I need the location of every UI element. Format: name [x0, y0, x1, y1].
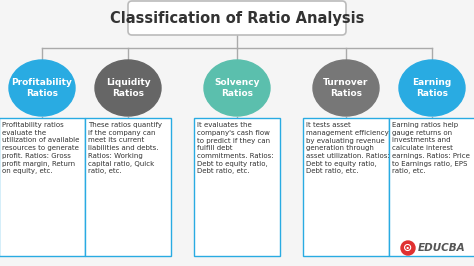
Ellipse shape: [399, 60, 465, 116]
Ellipse shape: [313, 60, 379, 116]
Text: Profitability
Ratios: Profitability Ratios: [11, 78, 73, 98]
FancyBboxPatch shape: [303, 118, 389, 256]
Text: Turnover
Ratios: Turnover Ratios: [323, 78, 369, 98]
Text: Earning
Ratios: Earning Ratios: [412, 78, 452, 98]
FancyBboxPatch shape: [0, 118, 85, 256]
FancyBboxPatch shape: [194, 118, 280, 256]
Text: These ratios quantify
if the company can
meet its current
liabilities and debts.: These ratios quantify if the company can…: [88, 122, 162, 174]
Text: ⊙: ⊙: [403, 243, 413, 253]
Text: Solvency
Ratios: Solvency Ratios: [214, 78, 260, 98]
Circle shape: [401, 241, 415, 255]
Text: It evaluates the
company's cash flow
to predict if they can
fulfill debt
commitm: It evaluates the company's cash flow to …: [197, 122, 273, 174]
Text: It tests asset
management efficiency
by evaluating revenue
generation through
as: It tests asset management efficiency by …: [306, 122, 390, 174]
Ellipse shape: [204, 60, 270, 116]
Text: Profitability ratios
evaluate the
utilization of available
resources to generate: Profitability ratios evaluate the utiliz…: [2, 122, 79, 174]
Ellipse shape: [95, 60, 161, 116]
Ellipse shape: [9, 60, 75, 116]
FancyBboxPatch shape: [128, 1, 346, 35]
FancyBboxPatch shape: [389, 118, 474, 256]
Text: Liquidity
Ratios: Liquidity Ratios: [106, 78, 150, 98]
Text: Earning ratios help
gauge returns on
investments and
calculate interest
earnings: Earning ratios help gauge returns on inv…: [392, 122, 470, 174]
Text: EDUCBA: EDUCBA: [418, 243, 465, 253]
FancyBboxPatch shape: [85, 118, 171, 256]
Text: Classification of Ratio Analysis: Classification of Ratio Analysis: [110, 10, 364, 26]
